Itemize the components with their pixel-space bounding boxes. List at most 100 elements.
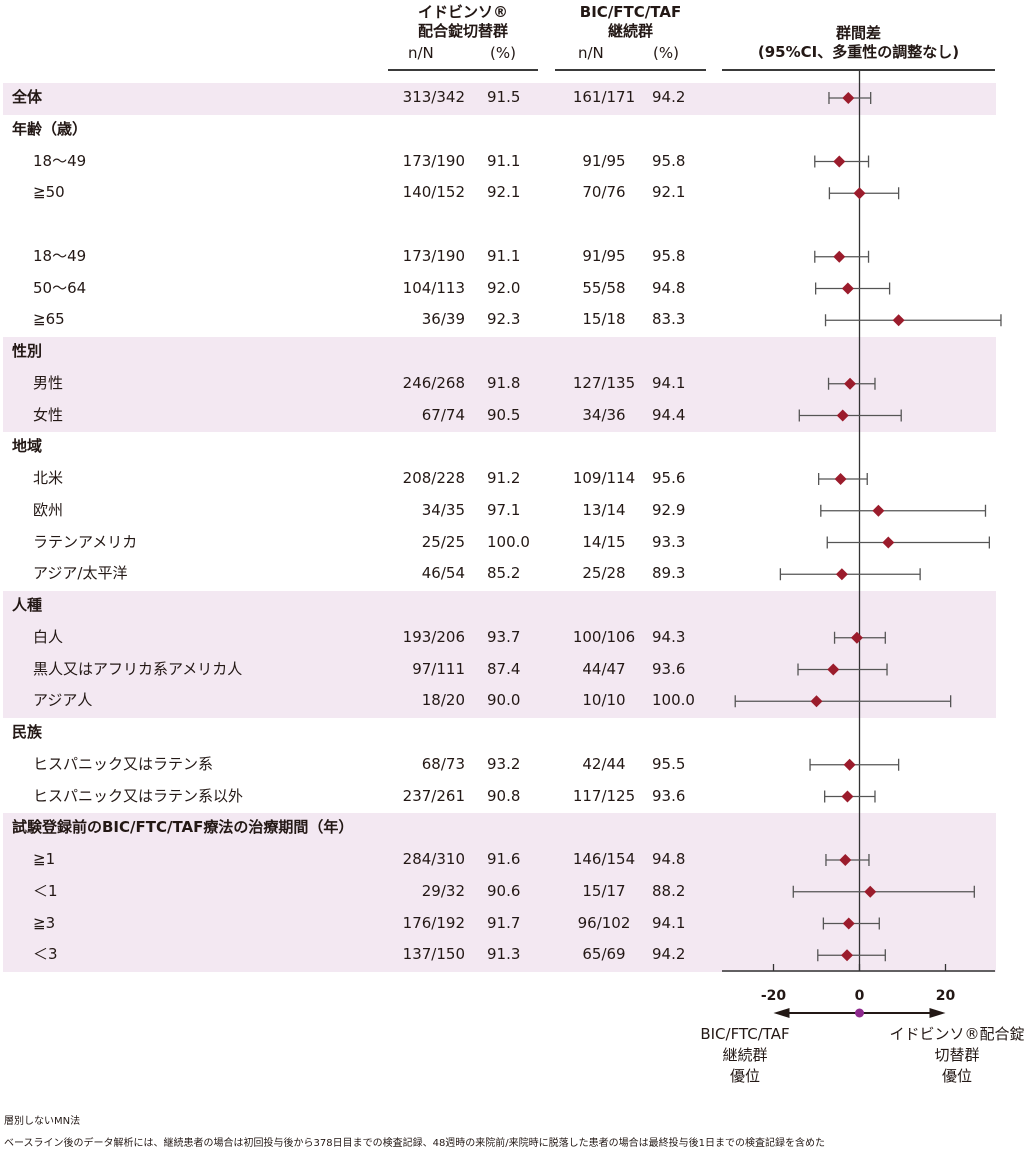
subgroup-heading: 全体 <box>12 88 43 106</box>
subgroup-label: アジア人 <box>33 691 93 710</box>
subgroup-label: 18〜49 <box>33 246 87 265</box>
point-estimate-diamond <box>841 949 854 962</box>
group1-percent: 91.6 <box>487 850 521 868</box>
group1-percent: 85.2 <box>487 564 521 583</box>
subgroup-heading: 性別 <box>12 342 43 360</box>
group2-n-over-N: 117/125 <box>572 786 636 805</box>
left-favors-line1: BIC/FTC/TAF <box>700 1025 790 1043</box>
subgroup-heading: 民族 <box>12 723 43 741</box>
group2-n-over-N: 15/18 <box>582 310 626 329</box>
group2-n-over-N: 55/58 <box>582 278 626 297</box>
group2-percent: 93.3 <box>652 532 686 551</box>
group1-percent: 92.3 <box>487 310 521 329</box>
subgroup-label: 50〜64 <box>33 278 87 297</box>
group1-percent: 87.4 <box>487 659 521 678</box>
point-estimate-diamond <box>836 409 849 422</box>
point-estimate-diamond <box>882 536 895 549</box>
group1-percent: 91.3 <box>487 945 521 964</box>
footnote-analysis: ベースライン後のデータ解析には、継続患者の場合は初回投与後から378日目までの検… <box>4 1138 826 1149</box>
group1-n-over-N: 173/190 <box>402 246 465 265</box>
subgroup-label: ≧65 <box>33 310 65 329</box>
subgroup-label: ヒスパニック又はラテン系以外 <box>33 786 244 805</box>
group2-percent: 83.3 <box>652 310 686 329</box>
group2-n-over-N: 42/44 <box>582 754 626 773</box>
group2-n-over-N: 146/154 <box>572 850 636 868</box>
x-tick-label: 0 <box>855 988 865 1004</box>
subgroup-label: 男性 <box>33 373 64 392</box>
point-estimate-diamond <box>844 377 857 390</box>
group2-percent: 100.0 <box>652 691 695 710</box>
group1-n-over-N: 246/268 <box>402 373 465 392</box>
difference-header: 群間差 (95%CI、多重性の調整なし) <box>722 24 995 62</box>
group2-n-over-N: 161/171 <box>572 88 636 106</box>
group2-percent: 94.3 <box>652 627 686 646</box>
point-estimate-diamond <box>839 854 852 866</box>
group2-percent: 92.1 <box>652 183 686 202</box>
group2-percent: 94.1 <box>652 373 686 392</box>
subgroup-label: 18〜49 <box>33 151 87 170</box>
group1-n-over-N: 193/206 <box>402 627 465 646</box>
group1-percent: 100.0 <box>487 532 530 551</box>
group2-n-over-N: 109/114 <box>572 469 636 487</box>
subgroup-label: 欧州 <box>33 500 64 519</box>
arrow-left-head-icon <box>773 1008 790 1018</box>
shaded-row-band <box>3 591 996 718</box>
point-estimate-diamond <box>850 631 863 644</box>
subgroup-label: ラテンアメリカ <box>33 532 138 551</box>
point-estimate-diamond <box>810 695 823 708</box>
shaded-row-band <box>3 337 996 433</box>
group2-title-line2: 継続群 <box>607 22 653 40</box>
group2-pct-header: (%) <box>653 44 679 62</box>
subgroup-heading: 人種 <box>12 596 43 614</box>
point-estimate-diamond <box>834 473 847 485</box>
group1-pct-header: (%) <box>490 44 516 62</box>
point-estimate-diamond <box>864 885 877 898</box>
point-estimate-diamond <box>827 663 840 676</box>
subgroup-heading: 試験登録前のBIC/FTC/TAF療法の治療期間（年） <box>12 818 354 837</box>
arrow-right-head-icon <box>929 1008 946 1018</box>
point-estimate-diamond <box>841 282 854 295</box>
group2-title-line1: BIC/FTC/TAF <box>579 3 682 21</box>
group1-percent: 90.5 <box>487 405 521 424</box>
group1-percent: 91.1 <box>487 151 521 170</box>
group1-n-over-N: 208/228 <box>402 469 465 487</box>
subgroup-label: ≧50 <box>33 183 65 202</box>
subgroup-label: 白人 <box>33 627 64 646</box>
group2-header: BIC/FTC/TAF 継続群 <box>555 3 706 41</box>
group2-percent: 94.1 <box>652 913 686 932</box>
group2-percent: 95.5 <box>652 754 686 773</box>
group1-percent: 90.6 <box>487 881 521 900</box>
group2-percent: 88.2 <box>652 881 686 900</box>
group2-n-over-N: 96/102 <box>577 913 631 932</box>
group2-n-over-N: 91/95 <box>582 246 626 265</box>
subgroup-label: ≧3 <box>33 913 56 932</box>
group2-nN-header: n/N <box>578 44 604 62</box>
subgroup-label: 黒人又はアフリカ系アメリカ人 <box>33 659 243 678</box>
point-estimate-diamond <box>853 187 866 200</box>
group1-n-over-N: 68/73 <box>421 754 465 773</box>
subgroup-label: ＜1 <box>33 881 58 900</box>
group1-percent: 91.1 <box>487 246 521 265</box>
point-estimate-diamond <box>835 568 848 581</box>
group2-n-over-N: 70/76 <box>582 183 626 202</box>
group2-n-over-N: 25/28 <box>582 564 626 583</box>
point-estimate-diamond <box>833 155 846 168</box>
point-estimate-diamond <box>872 504 885 517</box>
group2-percent: 94.4 <box>652 405 686 424</box>
right-favors-line1: イドビンソ®配合錠 <box>889 1025 1025 1043</box>
group1-percent: 93.7 <box>487 627 521 646</box>
header-rule-group1 <box>388 69 538 71</box>
subgroup-heading: 地域 <box>12 437 43 456</box>
group1-percent: 91.5 <box>487 88 521 106</box>
group1-percent: 91.2 <box>487 469 521 487</box>
left-favors-label: BIC/FTC/TAF 継続群 優位 <box>690 1024 800 1087</box>
group1-percent: 93.2 <box>487 754 521 773</box>
header-rule-difference <box>722 69 995 71</box>
subgroup-label: 女性 <box>33 405 64 424</box>
group2-percent: 89.3 <box>652 564 686 583</box>
group1-n-over-N: 46/54 <box>421 564 465 583</box>
point-estimate-diamond <box>892 314 905 327</box>
group1-n-over-N: 97/111 <box>412 659 465 678</box>
group1-n-over-N: 34/35 <box>421 500 465 519</box>
